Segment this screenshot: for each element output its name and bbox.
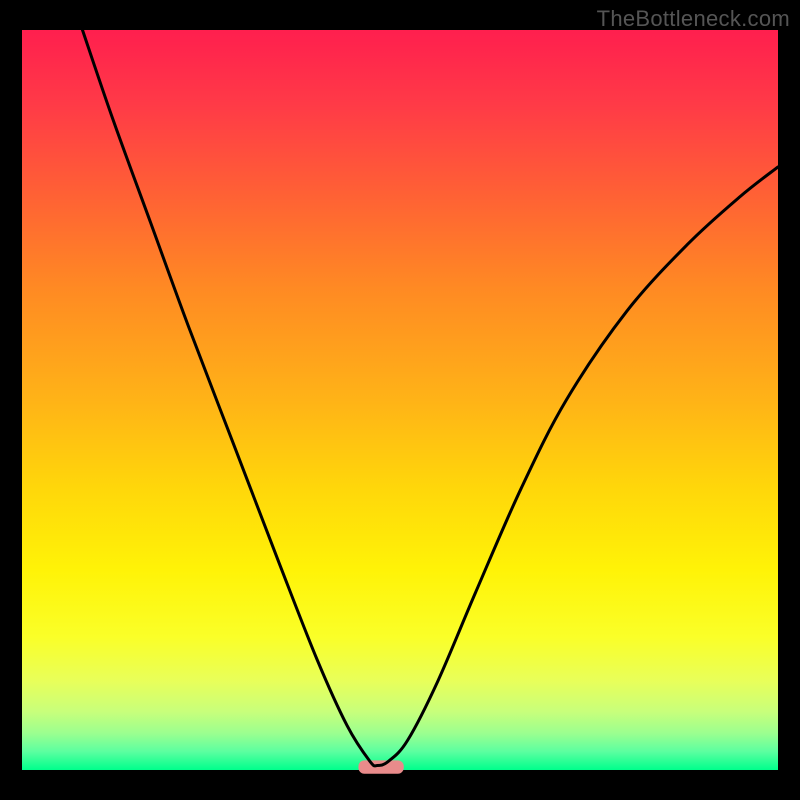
bottom-marker <box>358 760 403 773</box>
plot-svg <box>0 0 800 800</box>
chart-canvas: TheBottleneck.com <box>0 0 800 800</box>
watermark-text: TheBottleneck.com <box>597 6 790 32</box>
plot-background <box>22 30 778 770</box>
